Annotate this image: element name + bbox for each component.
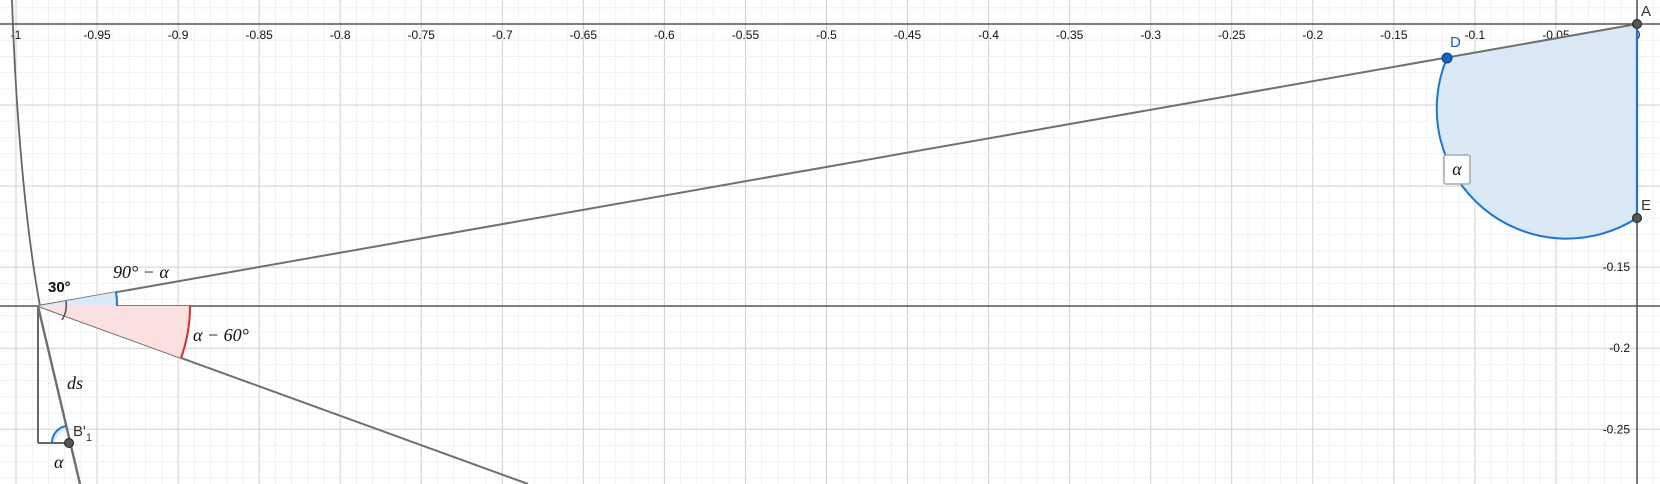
label-alpha-minus-60: α − 60° xyxy=(193,325,249,345)
point-a[interactable] xyxy=(1632,19,1642,29)
y-tick-label: -0.25 xyxy=(1603,422,1631,436)
x-tick-label: -0.3 xyxy=(1140,28,1161,42)
label-d: D xyxy=(1450,34,1461,51)
y-tick-label: -0.15 xyxy=(1603,260,1631,274)
alpha-box[interactable] xyxy=(1443,154,1471,185)
x-tick-label: -0.8 xyxy=(330,28,351,42)
curve[interactable] xyxy=(11,0,41,307)
x-tick-label: -0.85 xyxy=(245,28,273,42)
x-tick-label: -0.1 xyxy=(1465,28,1486,42)
x-tick-labels: -1 -0.95 -0.9 -0.85 -0.8 -0.75 -0.7 -0.65 -0.6 -0… xyxy=(11,28,1641,42)
label-90-minus-alpha: 90° − α xyxy=(113,262,169,282)
line-to-a[interactable] xyxy=(37,23,1638,307)
x-tick-label: -0.75 xyxy=(408,28,436,42)
point-e[interactable] xyxy=(1632,213,1642,223)
label-ds: ds xyxy=(67,373,83,393)
angle-30-arc[interactable] xyxy=(61,300,68,321)
sector-fill[interactable] xyxy=(1436,24,1637,239)
x-tick-label: -0.9 xyxy=(168,28,189,42)
x-tick-label: -0.35 xyxy=(1056,28,1084,42)
x-tick-label: -0.5 xyxy=(816,28,837,42)
segment-ds[interactable] xyxy=(36,305,82,484)
label-e: E xyxy=(1641,197,1651,214)
label-b1: B'1 xyxy=(73,423,92,444)
angle-alpha-at-b1[interactable] xyxy=(50,425,67,444)
x-tick-label: -1 xyxy=(11,28,22,42)
label-alpha-bottom: α xyxy=(54,452,64,472)
angle-90-minus-alpha-arc[interactable] xyxy=(115,291,119,307)
point-d[interactable] xyxy=(1441,52,1453,64)
arc-de[interactable] xyxy=(1435,57,1638,240)
x-tick-label: -0.6 xyxy=(654,28,675,42)
x-tick-label: -0.25 xyxy=(1218,28,1246,42)
angle-alpha-minus-60-arc[interactable] xyxy=(180,305,192,359)
x-tick-label: -0.4 xyxy=(978,28,999,42)
alpha-box-label: α xyxy=(1452,159,1462,179)
label-angle-30: 30° xyxy=(48,279,71,296)
x-tick-label: -0.65 xyxy=(570,28,598,42)
label-a: A xyxy=(1641,3,1651,20)
angle-alpha-minus-60-fill[interactable] xyxy=(38,306,191,358)
point-b1[interactable] xyxy=(64,438,74,448)
x-tick-label: -0.2 xyxy=(1302,28,1323,42)
x-tick-label: -0.45 xyxy=(894,28,922,42)
y-tick-label: -0.2 xyxy=(1609,341,1630,355)
angle-90-minus-alpha-fill[interactable] xyxy=(38,292,118,306)
x-tick-label: -0.95 xyxy=(83,28,111,42)
x-tick-label: -0.7 xyxy=(492,28,513,42)
x-tick-label: -0.55 xyxy=(732,28,760,42)
x-tick-label: -0.15 xyxy=(1380,28,1408,42)
